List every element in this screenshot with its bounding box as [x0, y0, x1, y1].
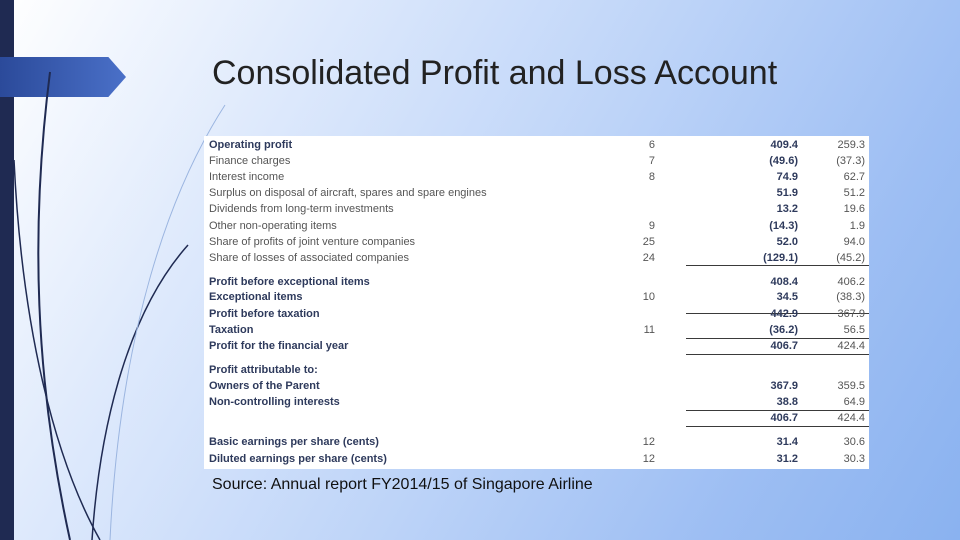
row-label: Surplus on disposal of aircraft, spares … [209, 187, 487, 199]
row-label: Owners of the Parent [209, 380, 320, 392]
table-row: Share of losses of associated companies 2… [204, 250, 869, 266]
table-row: Interest income 8 74.9 62.7 [204, 169, 869, 185]
table-row: Operating profit 6 409.4 259.3 [204, 137, 869, 153]
row-label: Diluted earnings per share (cents) [209, 453, 387, 465]
value-2014: 51.2 [843, 187, 865, 199]
value-2015: 406.7 [770, 340, 798, 352]
row-note: 24 [642, 252, 655, 264]
value-2014: 30.6 [843, 436, 865, 448]
value-2014: (38.3) [836, 291, 865, 303]
value-2014: 406.2 [837, 276, 865, 288]
rule-after-associates [686, 265, 869, 266]
table-row: Basic earnings per share (cents) 12 31.4 30… [204, 434, 869, 450]
value-2014: (37.3) [836, 155, 865, 167]
row-label: Operating profit [209, 139, 293, 151]
value-2014: 359.5 [837, 380, 865, 392]
row-note: 25 [642, 236, 655, 248]
row-note: 9 [648, 220, 655, 232]
table-row: Profit attributable to: [204, 362, 869, 378]
value-2015: 409.4 [770, 139, 798, 151]
table-row: Profit for the financial year 406.7 424.4 [204, 338, 869, 354]
value-2015: (129.1) [763, 252, 798, 264]
value-2015: (49.6) [769, 155, 798, 167]
value-2014: 259.3 [837, 139, 865, 151]
value-2014: 56.5 [843, 324, 865, 336]
arrow-tab-decoration [0, 57, 126, 97]
row-label: Profit for the financial year [209, 340, 349, 352]
row-label: Share of profits of joint venture compan… [209, 236, 416, 248]
table-row: Profit before exceptional items 408.4 406.… [204, 274, 869, 290]
rule-after-financial-year [686, 354, 869, 355]
row-label: Profit attributable to: [209, 364, 318, 376]
value-2015: 38.8 [776, 396, 798, 408]
rule-after-taxation [686, 338, 869, 339]
value-2015: 52.0 [776, 236, 798, 248]
rule-after-exceptional [686, 313, 869, 314]
table-row: Dividends from long-term investments 13.2… [204, 201, 869, 217]
row-label: Exceptional items [209, 291, 303, 303]
table-row: Non-controlling interests 38.8 64.9 [204, 394, 869, 410]
row-label: Other non-operating items [209, 220, 337, 232]
row-label: Basic earnings per share (cents) [209, 436, 379, 448]
table-row: Other non-operating items 9 (14.3) 1.9 [204, 218, 869, 234]
row-label: Dividends from long-term investments [209, 203, 394, 215]
row-note: 6 [648, 139, 655, 151]
value-2014: 1.9 [849, 220, 865, 232]
value-2014: 64.9 [843, 396, 865, 408]
row-label: Profit before taxation [209, 308, 320, 320]
value-2015: 74.9 [776, 171, 798, 183]
table-row: 406.7 424.4 [204, 410, 869, 426]
value-2015: 31.2 [776, 453, 798, 465]
source-caption: Source: Annual report FY2014/15 of Singa… [212, 476, 593, 493]
row-label: Share of losses of associated companies [209, 252, 409, 264]
row-label: Profit before exceptional items [209, 276, 370, 288]
value-2014: (45.2) [836, 252, 865, 264]
left-accent-bar [0, 0, 14, 540]
table-row: Diluted earnings per share (cents) 12 31.2… [204, 451, 869, 467]
value-2014: 424.4 [837, 340, 865, 352]
value-2015: (36.2) [769, 324, 798, 336]
row-label: Non-controlling interests [209, 396, 340, 408]
value-2014: 367.9 [837, 308, 865, 320]
row-note: 8 [648, 171, 655, 183]
value-2014: 424.4 [837, 412, 865, 424]
swoosh-decoration [13, 71, 226, 540]
table-row: Owners of the Parent 367.9 359.5 [204, 378, 869, 394]
value-2014: 94.0 [843, 236, 865, 248]
value-2014: 19.6 [843, 203, 865, 215]
value-2015: 442.9 [770, 308, 798, 320]
row-label: Interest income [209, 171, 285, 183]
table-row: Finance charges 7 (49.6) (37.3) [204, 153, 869, 169]
value-2015: 31.4 [776, 436, 798, 448]
table-row: Taxation 11 (36.2) 56.5 [204, 322, 869, 338]
value-2015: 367.9 [770, 380, 798, 392]
value-2014: 62.7 [843, 171, 865, 183]
row-label: Finance charges [209, 155, 291, 167]
row-note: 7 [648, 155, 655, 167]
value-2015: (14.3) [769, 220, 798, 232]
value-2015: 408.4 [770, 276, 798, 288]
value-2015: 51.9 [776, 187, 798, 199]
profit-loss-table: Operating profit 6 409.4 259.3 Finance charg… [204, 136, 869, 469]
table-row: Surplus on disposal of aircraft, spares … [204, 185, 869, 201]
row-note: 12 [642, 453, 655, 465]
value-2015: 13.2 [776, 203, 798, 215]
value-2014: 30.3 [843, 453, 865, 465]
table-row: Exceptional items 10 34.5 (38.3) [204, 289, 869, 305]
row-note: 11 [643, 324, 655, 336]
table-row: Profit before taxation 442.9 367.9 [204, 306, 869, 322]
value-2015: 34.5 [776, 291, 798, 303]
rule-after-noncontrolling [686, 410, 869, 411]
value-2015: 406.7 [770, 412, 798, 424]
row-note: 10 [642, 291, 655, 303]
slide-title: Consolidated Profit and Loss Account [212, 54, 778, 92]
rule-after-total [686, 426, 869, 427]
row-note: 12 [642, 436, 655, 448]
row-label: Taxation [209, 324, 254, 336]
table-row: Share of profits of joint venture compan… [204, 234, 869, 250]
